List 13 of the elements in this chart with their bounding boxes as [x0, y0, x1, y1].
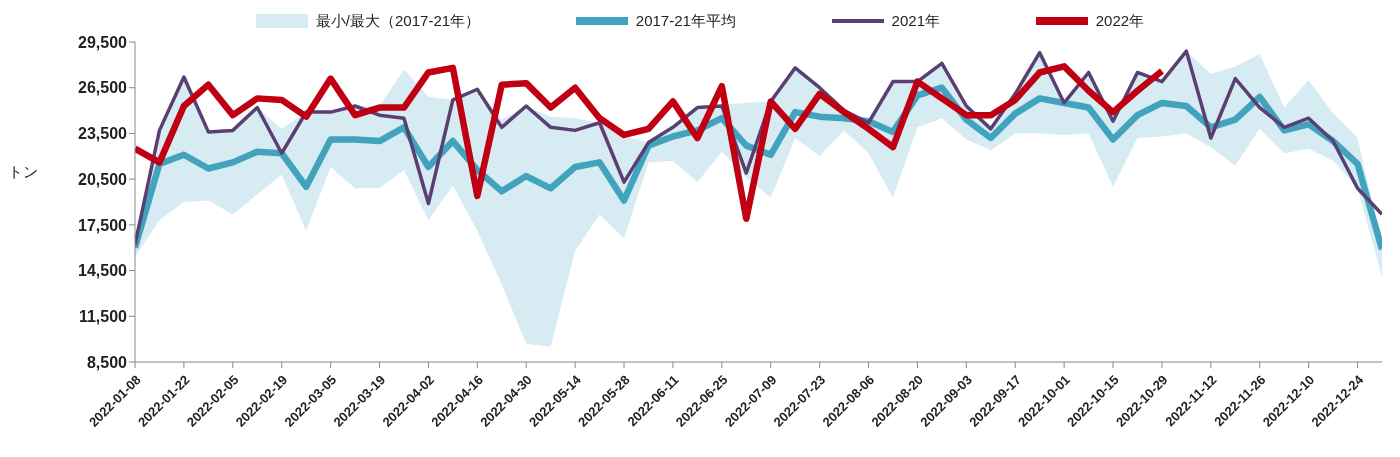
y-tick-label: 26,500: [78, 79, 128, 97]
legend-label: 2017-21年平均: [635, 11, 736, 31]
y-tick-label: 20,500: [78, 170, 128, 188]
y-tick-label: 29,500: [78, 33, 128, 51]
legend-label: 最小/最大（2017-21年）: [315, 11, 481, 31]
y-tick-label: 23,500: [78, 125, 128, 143]
y-axis-title: トン: [8, 163, 38, 181]
y-tick-label: 11,500: [78, 307, 128, 325]
y-tick-label: 17,500: [78, 216, 128, 234]
y-tick-label: 8,500: [86, 353, 128, 371]
legend-label: 2021年: [891, 11, 940, 31]
legend-label: 2022年: [1095, 11, 1145, 31]
y-tick-label: 14,500: [78, 262, 128, 280]
